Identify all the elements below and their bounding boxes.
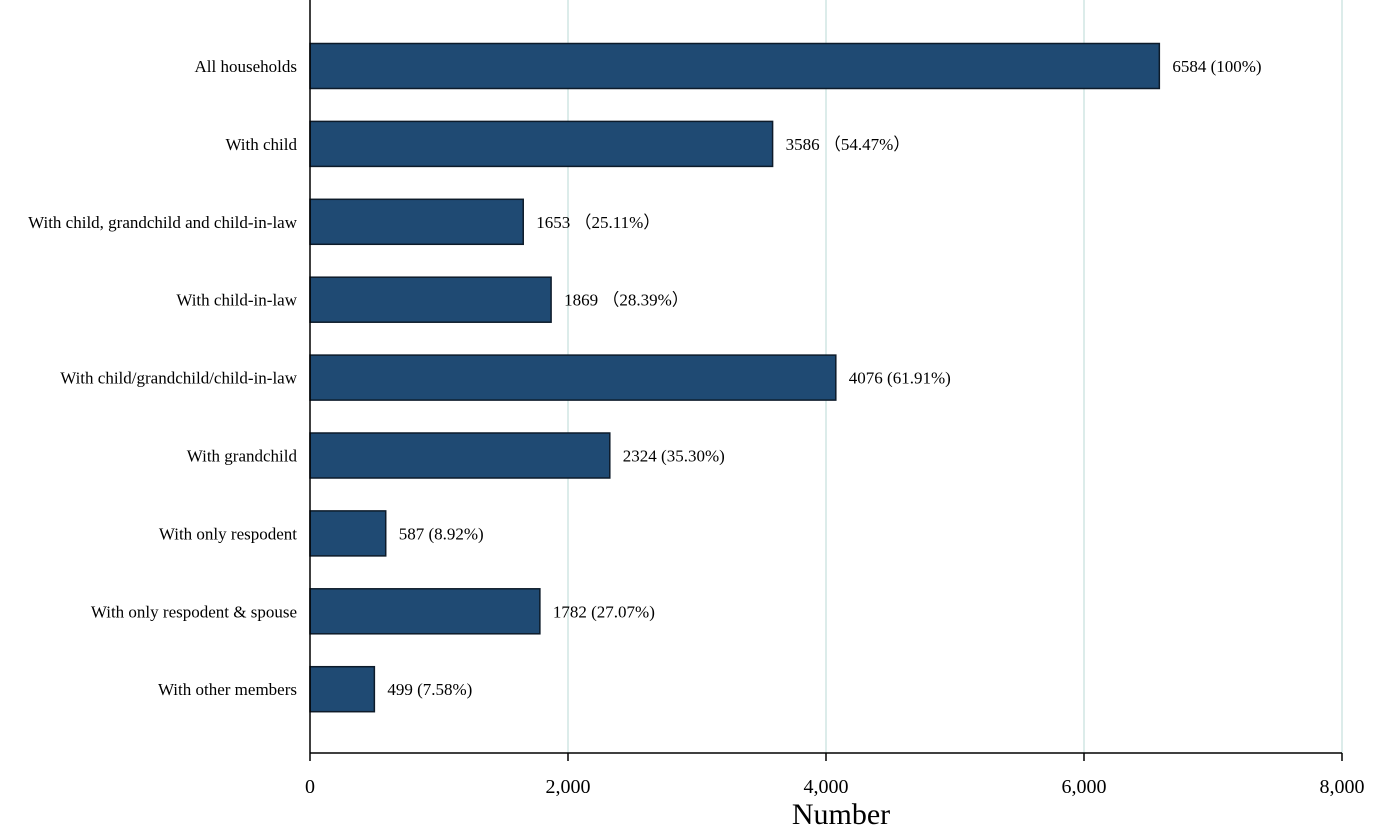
data-label: 4076 (61.91%) (849, 369, 951, 388)
category-label: With child/grandchild/child-in-law (60, 369, 298, 388)
category-label: With child, grandchild and child-in-law (28, 213, 298, 232)
data-label: 499 (7.58%) (387, 680, 472, 699)
x-ticks: 0 2,000 4,000 6,000 8,000 (305, 753, 1365, 798)
x-tick-label: 2,000 (546, 776, 591, 798)
data-label: 1782 (27.07%) (553, 602, 655, 621)
bar (309, 276, 552, 323)
bar (309, 354, 837, 401)
bar (309, 198, 524, 246)
bar (309, 120, 774, 168)
category-label: With other members (158, 680, 297, 699)
bar (309, 588, 541, 635)
category-label: With child (225, 135, 297, 154)
value-labels: 6584 (100%) 3586 （54.47%） 1653 （25.11%） 186… (387, 57, 1261, 699)
bar (309, 510, 387, 557)
category-labels: All households With child With child, gran… (28, 57, 298, 699)
category-label: With child-in-law (176, 291, 297, 310)
bar (309, 42, 1161, 90)
x-tick-label: 0 (305, 776, 315, 798)
bars (309, 42, 1161, 713)
data-label: 587 (8.92%) (399, 524, 484, 543)
data-label: 2324 (35.30%) (623, 447, 725, 466)
x-tick-label: 8,000 (1320, 776, 1365, 798)
data-label: 3586 （54.47%） (786, 135, 911, 154)
category-label: With only respodent & spouse (91, 602, 297, 621)
data-label: 1869 （28.39%） (564, 291, 689, 310)
category-label: With grandchild (187, 447, 298, 466)
x-tick-label: 4,000 (804, 776, 849, 798)
bar (309, 432, 611, 479)
data-label: 6584 (100%) (1172, 57, 1261, 76)
category-label: All households (195, 57, 297, 76)
x-axis-title: Number (792, 798, 890, 827)
data-label: 1653 （25.11%） (536, 213, 660, 232)
category-label: With only respodent (159, 524, 297, 543)
x-tick-label: 6,000 (1062, 776, 1107, 798)
bar (309, 665, 376, 713)
